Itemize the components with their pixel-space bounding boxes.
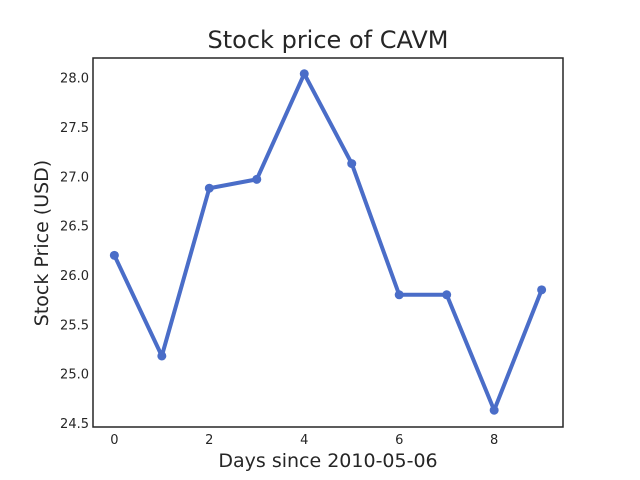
y-tick-label: 28.0 (60, 72, 89, 87)
y-axis-title: Stock Price (USD) (31, 160, 53, 326)
y-tick-label: 27.0 (60, 170, 89, 185)
chart-title: Stock price of CAVM (208, 26, 449, 54)
x-axis-ticks: 0 2 4 6 8 (110, 433, 498, 448)
data-point (299, 69, 309, 79)
data-point (157, 351, 167, 361)
y-tick-label: 24.5 (60, 417, 89, 432)
data-point (489, 405, 499, 415)
data-point (394, 290, 404, 300)
x-tick-label: 4 (300, 433, 308, 448)
y-tick-label: 25.5 (60, 318, 89, 333)
data-point (442, 290, 452, 300)
y-tick-label: 27.5 (60, 121, 89, 136)
data-point (347, 159, 357, 169)
y-axis-ticks: 24.5 25.0 25.5 26.0 26.5 27.0 27.5 28.0 (60, 72, 89, 432)
y-tick-label: 26.0 (60, 269, 89, 284)
data-point (204, 183, 214, 193)
x-tick-label: 6 (395, 433, 403, 448)
plot-frame (92, 57, 564, 428)
x-tick-label: 2 (205, 433, 213, 448)
series-layer (109, 69, 547, 415)
x-axis-title: Days since 2010-05-06 (218, 450, 437, 472)
x-tick-label: 8 (490, 433, 498, 448)
y-tick-label: 25.0 (60, 368, 89, 383)
x-tick-label: 0 (110, 433, 118, 448)
data-point (537, 285, 547, 295)
data-point (109, 250, 119, 260)
data-point (252, 174, 262, 184)
y-tick-label: 26.5 (60, 220, 89, 235)
series-line (112, 71, 544, 413)
